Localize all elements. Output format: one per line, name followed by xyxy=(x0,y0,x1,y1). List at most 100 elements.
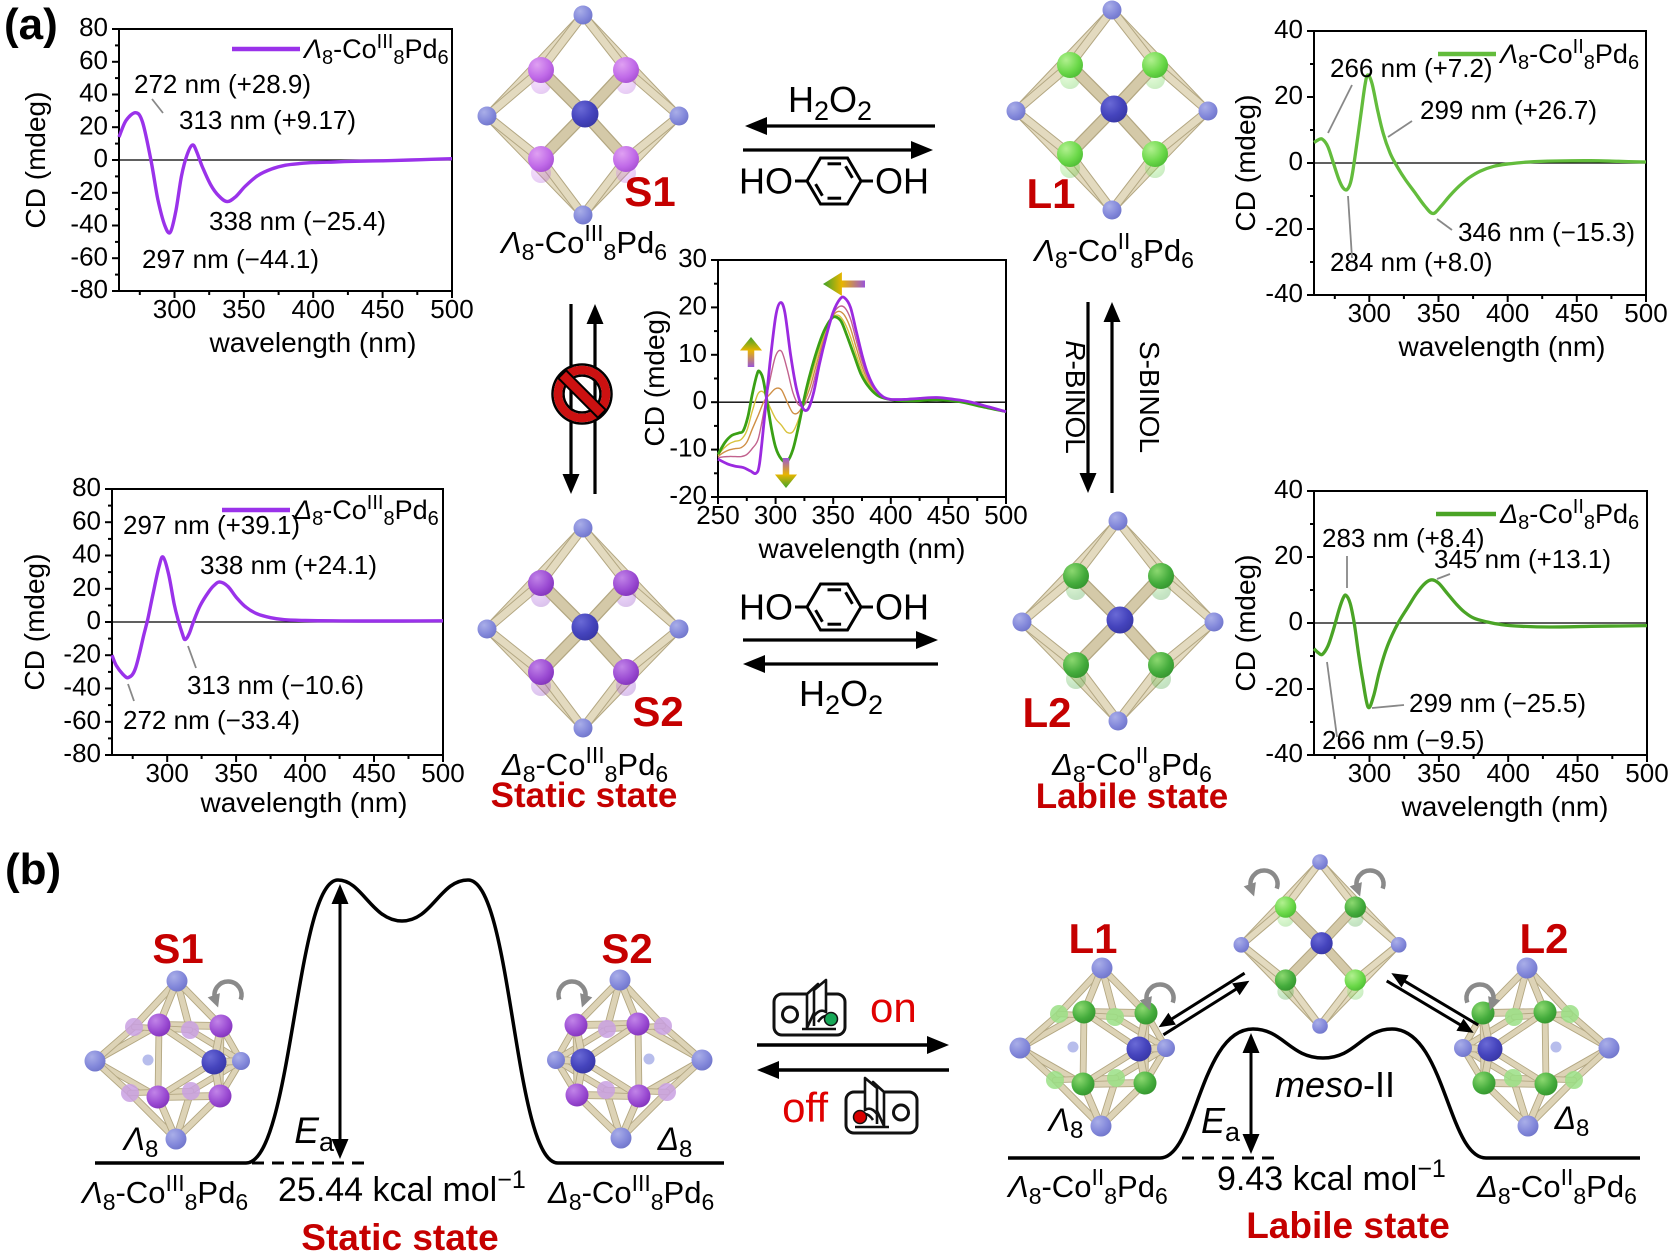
svg-text:300: 300 xyxy=(754,500,797,530)
svg-text:400: 400 xyxy=(283,758,326,788)
svg-text:0: 0 xyxy=(693,385,707,415)
svg-text:400: 400 xyxy=(292,294,335,324)
svg-text:S2: S2 xyxy=(601,925,652,972)
svg-text:450: 450 xyxy=(927,500,970,530)
svg-text:Λ8-CoIII8Pd6: Λ8-CoIII8Pd6 xyxy=(302,31,449,69)
svg-text:Λ8-CoIII8Pd6: Λ8-CoIII8Pd6 xyxy=(80,1170,248,1215)
svg-text:0: 0 xyxy=(87,605,101,635)
svg-text:450: 450 xyxy=(352,758,395,788)
svg-text:H2O2: H2O2 xyxy=(799,673,883,720)
svg-text:40: 40 xyxy=(1274,14,1303,44)
svg-text:-20: -20 xyxy=(1265,672,1303,702)
svg-text:wavelength (nm): wavelength (nm) xyxy=(200,787,408,818)
svg-text:40: 40 xyxy=(72,539,101,569)
svg-text:(b): (b) xyxy=(5,845,61,894)
svg-text:Λ8-CoII8Pd6: Λ8-CoII8Pd6 xyxy=(1032,228,1194,273)
svg-text:350: 350 xyxy=(214,758,257,788)
svg-text:60: 60 xyxy=(79,45,108,75)
svg-text:Labile state: Labile state xyxy=(1246,1205,1450,1246)
svg-text:313 nm (+9.17): 313 nm (+9.17) xyxy=(179,105,356,135)
svg-text:0: 0 xyxy=(1289,606,1303,636)
svg-text:Δ8-CoIII8Pd6: Δ8-CoIII8Pd6 xyxy=(547,1170,714,1215)
svg-text:266 nm (−9.5): 266 nm (−9.5) xyxy=(1322,725,1485,755)
svg-text:wavelength (nm): wavelength (nm) xyxy=(209,327,417,358)
svg-text:Static state: Static state xyxy=(491,776,678,815)
svg-text:-20: -20 xyxy=(70,176,108,206)
svg-text:OH: OH xyxy=(875,587,929,628)
svg-text:297 nm (−44.1): 297 nm (−44.1) xyxy=(142,244,319,274)
svg-text:10: 10 xyxy=(678,338,707,368)
svg-text:Ea: Ea xyxy=(1201,1100,1241,1147)
svg-text:off: off xyxy=(782,1084,828,1131)
svg-text:-10: -10 xyxy=(669,433,707,463)
svg-text:300: 300 xyxy=(1348,758,1391,788)
svg-text:wavelength (nm): wavelength (nm) xyxy=(1398,331,1606,362)
svg-text:L1: L1 xyxy=(1026,170,1075,217)
svg-text:283 nm (+8.4): 283 nm (+8.4) xyxy=(1322,523,1485,553)
svg-text:R-BINOL: R-BINOL xyxy=(1060,340,1091,454)
svg-text:Ea: Ea xyxy=(294,1110,335,1157)
svg-text:350: 350 xyxy=(1417,298,1460,328)
svg-text:-80: -80 xyxy=(63,738,101,768)
svg-text:-40: -40 xyxy=(70,209,108,239)
svg-text:338 nm (−25.4): 338 nm (−25.4) xyxy=(209,206,386,236)
svg-text:300: 300 xyxy=(145,758,188,788)
svg-text:299 nm (+26.7): 299 nm (+26.7) xyxy=(1420,95,1597,125)
svg-text:Δ8-CoII8Pd6: Δ8-CoII8Pd6 xyxy=(1499,496,1639,534)
svg-text:wavelength (nm): wavelength (nm) xyxy=(758,533,966,564)
svg-text:0: 0 xyxy=(94,143,108,173)
svg-text:H2O2: H2O2 xyxy=(788,79,872,126)
svg-text:400: 400 xyxy=(1486,298,1529,328)
svg-text:-40: -40 xyxy=(1265,278,1303,308)
svg-text:500: 500 xyxy=(1625,758,1668,788)
svg-text:80: 80 xyxy=(72,472,101,502)
svg-text:Δ8-CoII8Pd6: Δ8-CoII8Pd6 xyxy=(1476,1164,1637,1209)
svg-text:HO: HO xyxy=(739,161,793,202)
svg-text:500: 500 xyxy=(1624,298,1667,328)
svg-text:OH: OH xyxy=(875,161,929,202)
svg-text:299 nm (−25.5): 299 nm (−25.5) xyxy=(1409,688,1586,718)
svg-text:80: 80 xyxy=(79,12,108,42)
svg-text:400: 400 xyxy=(869,500,912,530)
svg-text:20: 20 xyxy=(678,290,707,320)
svg-text:Static state: Static state xyxy=(301,1217,498,1254)
svg-text:400: 400 xyxy=(1487,758,1530,788)
svg-text:40: 40 xyxy=(1274,474,1303,504)
svg-text:297 nm (+39.1): 297 nm (+39.1) xyxy=(123,510,300,540)
svg-text:Λ8-CoIII8Pd6: Λ8-CoIII8Pd6 xyxy=(499,220,667,265)
svg-text:Δ8-CoIII8Pd6: Δ8-CoIII8Pd6 xyxy=(293,492,439,530)
svg-text:meso-II: meso-II xyxy=(1275,1064,1395,1105)
svg-text:338 nm (+24.1): 338 nm (+24.1) xyxy=(200,550,377,580)
svg-text:Λ8-CoII8Pd6: Λ8-CoII8Pd6 xyxy=(1006,1164,1168,1209)
svg-text:272 nm (+28.9): 272 nm (+28.9) xyxy=(134,69,311,99)
svg-text:20: 20 xyxy=(72,572,101,602)
svg-text:Λ8: Λ8 xyxy=(122,1121,159,1163)
svg-text:250: 250 xyxy=(696,500,739,530)
svg-text:272 nm (−33.4): 272 nm (−33.4) xyxy=(123,705,300,735)
svg-text:346 nm (−15.3): 346 nm (−15.3) xyxy=(1458,217,1635,247)
svg-text:Λ8-CoII8Pd6: Λ8-CoII8Pd6 xyxy=(1498,36,1639,74)
svg-text:Λ8: Λ8 xyxy=(1047,1102,1084,1144)
svg-text:-20: -20 xyxy=(1265,212,1303,242)
svg-text:450: 450 xyxy=(1556,758,1599,788)
svg-text:-60: -60 xyxy=(70,241,108,271)
svg-text:300: 300 xyxy=(153,294,196,324)
svg-text:500: 500 xyxy=(430,294,473,324)
svg-text:S1: S1 xyxy=(624,168,675,215)
svg-text:284 nm (+8.0): 284 nm (+8.0) xyxy=(1330,247,1493,277)
svg-text:CD (mdeg): CD (mdeg) xyxy=(1230,95,1261,232)
svg-text:30: 30 xyxy=(678,243,707,273)
svg-text:Δ8-CoIII8Pd6: Δ8-CoIII8Pd6 xyxy=(501,742,668,787)
svg-text:Δ8: Δ8 xyxy=(1554,1100,1590,1142)
svg-text:HO: HO xyxy=(739,587,793,628)
svg-text:0: 0 xyxy=(1289,146,1303,176)
svg-text:20: 20 xyxy=(1274,540,1303,570)
svg-text:S1: S1 xyxy=(152,925,203,972)
svg-text:40: 40 xyxy=(79,78,108,108)
svg-text:-80: -80 xyxy=(70,274,108,304)
svg-text:266 nm (+7.2): 266 nm (+7.2) xyxy=(1330,53,1493,83)
svg-text:20: 20 xyxy=(79,110,108,140)
svg-text:CD (mdeg): CD (mdeg) xyxy=(1230,555,1261,692)
svg-text:S2: S2 xyxy=(632,688,683,735)
svg-text:Δ8: Δ8 xyxy=(657,1121,693,1163)
